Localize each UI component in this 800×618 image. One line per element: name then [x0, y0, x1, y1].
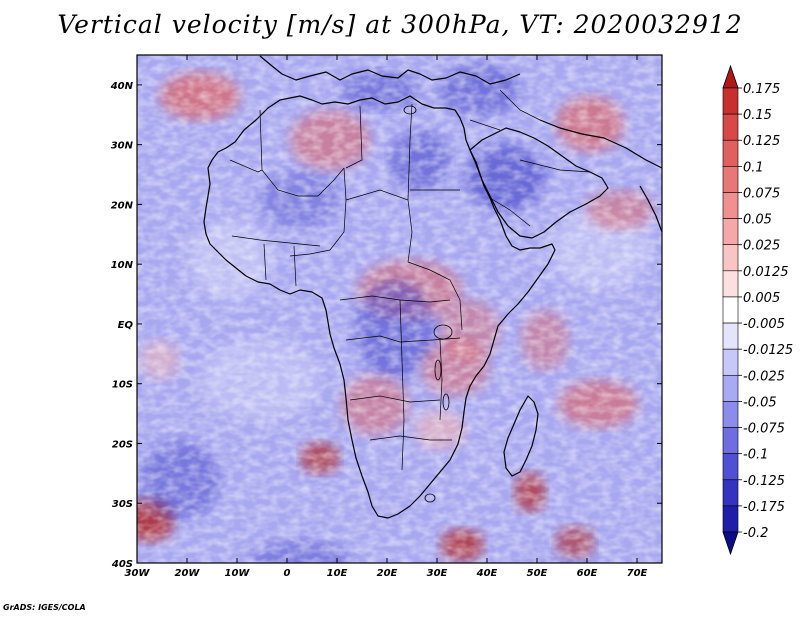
velocity-field: [137, 55, 662, 563]
colorbar-label: -0.125: [743, 474, 785, 489]
plot-frame: [136, 54, 663, 564]
colorbar-label: -0.05: [743, 395, 777, 410]
colorbar-box: [722, 113, 739, 141]
lon-tick-label: 20E: [377, 568, 398, 579]
lon-tick-label: 10W: [225, 568, 251, 579]
iran-coastline: [539, 119, 662, 169]
colorbar-label: -0.0125: [743, 343, 793, 358]
colorbar-box: [722, 322, 739, 350]
lon-tick-label: 30E: [427, 568, 448, 579]
axis-ticks: [136, 55, 662, 564]
lat-tick-label: 10N: [111, 260, 134, 271]
map-title: Vertical velocity [m/s] at 300hPa, VT: 2…: [57, 10, 743, 39]
lon-tick-label: 70E: [627, 568, 648, 579]
colorbar-label: -0.075: [743, 422, 785, 437]
colorbar-label: 0.0125: [743, 265, 789, 280]
lat-tick-label: 30S: [112, 499, 133, 510]
colorbar-label: -0.175: [743, 500, 785, 515]
grads-credit: GrADS: IGES/COLA: [3, 603, 86, 612]
colorbar-top-arrow: [722, 64, 739, 89]
lon-tick-label: 40E: [476, 568, 498, 579]
india-coastline: [639, 185, 662, 233]
colorbar-label: 0.15: [743, 108, 772, 123]
colorbar-label: -0.005: [743, 317, 785, 332]
anomaly-blob: [538, 560, 582, 563]
lon-tick-label: 20W: [175, 568, 201, 579]
colorbar-box: [722, 166, 739, 193]
lat-tick-label: 30N: [111, 141, 134, 152]
colorbar-label: 0.05: [743, 213, 772, 228]
lat-tick-label: EQ: [118, 320, 134, 331]
lakes: [403, 105, 453, 503]
lon-tick-label: 50E: [527, 568, 548, 579]
latitude-labels: 40N 30N 20N 10N EQ 10S 20S 30S 40S: [110, 81, 134, 570]
colorbar-label: 0.125: [743, 134, 780, 149]
colorbar-label: -0.025: [743, 369, 785, 384]
colorbar-box: [722, 87, 739, 115]
colorbar-box: [722, 479, 739, 507]
lat-tick-label: 40S: [111, 559, 133, 570]
colorbar-box: [722, 453, 739, 481]
country-borders: [229, 89, 591, 471]
lon-tick-label: 30W: [125, 568, 151, 579]
colorbar-box: [722, 270, 739, 298]
colorbar-label: 0.025: [743, 239, 780, 254]
lon-tick-label: 0: [284, 568, 291, 579]
colorbar-label: 0.175: [743, 82, 780, 97]
coastlines: [203, 55, 662, 519]
colorbar-box: [722, 218, 739, 246]
field-texture: [137, 55, 662, 563]
lat-tick-label: 40N: [110, 81, 134, 92]
colorbar-bottom-arrow: [722, 531, 739, 556]
colorbar: 0.175 0.15 0.125 0.1 0.075 0.05 0.025 0.0125 0.0…: [722, 64, 793, 556]
colorbar-label: 0.005: [743, 291, 780, 306]
madagascar-coastline: [503, 395, 539, 477]
colorbar-label: 0.075: [743, 186, 780, 201]
lon-tick-label: 10E: [327, 568, 348, 579]
europe-coastline: [259, 55, 521, 85]
colorbar-box: [722, 192, 739, 219]
lat-tick-label: 10S: [112, 380, 133, 391]
lat-tick-label: 20N: [111, 200, 134, 211]
colorbar-box: [722, 139, 739, 167]
colorbar-label: 0.1: [743, 160, 764, 175]
colorbar-box: [722, 374, 739, 402]
colorbar-box: [722, 427, 739, 454]
lon-tick-label: 60E: [577, 568, 598, 579]
colorbar-label: -0.2: [743, 526, 768, 541]
colorbar-label: -0.1: [743, 448, 768, 463]
colorbar-box: [722, 348, 739, 376]
africa-coastline: [203, 95, 556, 519]
colorbar-box: [722, 296, 739, 324]
arabian-peninsula-coastline: [469, 127, 609, 239]
lat-tick-label: 20S: [112, 439, 133, 450]
colorbar-box: [722, 244, 739, 272]
colorbar-box: [722, 505, 739, 533]
colorbar-box: [722, 401, 739, 428]
longitude-labels: 30W 20W 10W 0 10E 20E 30E 40E 50E 60E 70E: [125, 568, 648, 579]
